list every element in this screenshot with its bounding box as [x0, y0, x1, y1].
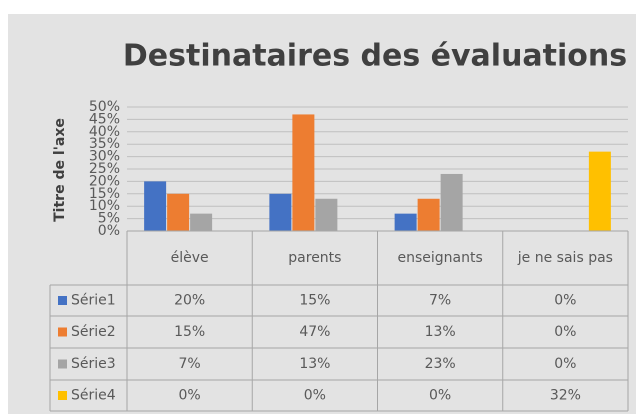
- y-tick-label: 5%: [98, 211, 120, 227]
- table-value: 0%: [429, 388, 451, 404]
- legend-key: [58, 391, 67, 400]
- table-value: 15%: [299, 293, 330, 309]
- chart-title: Destinataires des évaluations: [123, 39, 627, 74]
- category-cell: élève: [170, 250, 209, 266]
- bar: [417, 198, 440, 231]
- table-value: 0%: [554, 324, 576, 340]
- bar: [269, 193, 292, 231]
- table-value: 0%: [179, 388, 201, 404]
- bar: [440, 173, 463, 231]
- category-cell: je ne sais pas: [517, 250, 613, 266]
- y-tick-label: 25%: [89, 161, 120, 177]
- category-label: parents: [288, 250, 342, 266]
- legend-label: Série2: [71, 324, 116, 340]
- y-axis-title: Titre de l'axe: [52, 118, 68, 222]
- bar: [588, 151, 611, 231]
- table-value: 7%: [179, 356, 201, 372]
- legend-label: Série3: [71, 356, 116, 372]
- category-label: je ne sais pas: [517, 250, 613, 266]
- table-value: 0%: [554, 293, 576, 309]
- table-value: 47%: [299, 324, 330, 340]
- table-value: 13%: [299, 356, 330, 372]
- bar: [394, 213, 417, 231]
- legend-label: Série1: [71, 293, 116, 309]
- legend-key: [58, 327, 67, 337]
- legend-key: [58, 359, 67, 369]
- table-value: 15%: [174, 324, 205, 340]
- y-tick-label: 35%: [89, 136, 120, 152]
- table-value: 23%: [425, 356, 456, 372]
- category-cell: parents: [288, 250, 342, 266]
- bar: [167, 193, 190, 231]
- y-tick-label: 45%: [89, 111, 120, 127]
- y-tick-label: 15%: [89, 186, 120, 202]
- category-label: enseignants: [397, 250, 483, 266]
- y-tick-label: 50%: [89, 99, 120, 115]
- category-label: élève: [170, 250, 209, 266]
- table-value: 0%: [304, 388, 326, 404]
- y-tick-label: 30%: [89, 149, 120, 165]
- table-value: 20%: [174, 293, 205, 309]
- y-tick-label: 10%: [89, 198, 120, 214]
- y-tick-label: 0%: [98, 223, 120, 239]
- bar: [292, 114, 315, 231]
- table-value: 13%: [425, 324, 456, 340]
- legend-key: [58, 296, 67, 305]
- category-cell: enseignants: [397, 250, 483, 266]
- y-tick-label: 40%: [89, 124, 120, 140]
- y-tick-label: 20%: [89, 173, 120, 189]
- bar: [144, 181, 167, 231]
- table-value: 7%: [429, 293, 451, 309]
- bar: [190, 213, 213, 231]
- bar: [315, 198, 338, 231]
- legend-label: Série4: [71, 388, 116, 404]
- table-value: 0%: [554, 356, 576, 372]
- table-value: 32%: [550, 388, 581, 404]
